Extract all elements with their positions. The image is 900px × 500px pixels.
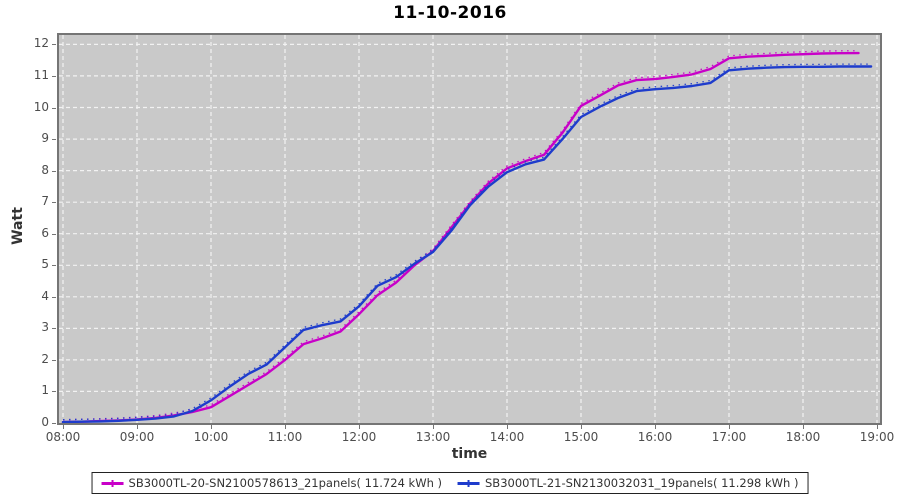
x-tick-label: 15:00 [563,430,599,444]
y-tick-label: 11 [33,68,49,82]
magenta-marker-tick-icon [111,479,114,487]
x-tick-label: 12:00 [341,430,377,444]
y-tick-label: 10 [33,100,49,114]
y-tick-label: 12 [33,36,49,50]
x-tick-label: 09:00 [119,430,155,444]
x-tick-label: 16:00 [637,430,673,444]
x-tick-label: 17:00 [711,430,747,444]
y-tick-label: 7 [41,194,49,208]
y-tick-mark [52,360,56,361]
plot-svg [59,35,880,423]
y-tick-mark [52,44,56,45]
y-tick-mark [52,108,56,109]
x-tick-mark [285,425,286,429]
legend-label-magenta: SB3000TL-20-SN2100578613_21panels( 11.72… [128,476,442,490]
y-tick-mark [52,234,56,235]
y-tick-mark [52,76,56,77]
y-tick-label: 0 [41,415,49,429]
y-tick-mark [52,265,56,266]
x-tick-label: 13:00 [415,430,451,444]
y-tick-mark [52,297,56,298]
x-tick-mark [359,425,360,429]
y-tick-label: 3 [41,320,49,334]
legend-entry-blue: SB3000TL-21-SN2130032031_19panels( 11.29… [458,476,798,490]
x-tick-label: 10:00 [193,430,229,444]
legend-marker-line [458,479,480,488]
x-tick-label: 19:00 [859,430,895,444]
x-tick-mark [63,425,64,429]
x-tick-mark [655,425,656,429]
x-tick-mark [877,425,878,429]
y-tick-label: 5 [41,257,49,271]
y-tick-label: 4 [41,289,49,303]
blue-marker-tick-icon [468,479,470,487]
x-tick-mark [581,425,582,429]
legend-box: SB3000TL-20-SN2100578613_21panels( 11.72… [91,472,809,494]
y-tick-label: 6 [41,226,49,240]
y-tick-mark [52,328,56,329]
chart-title: 11-10-2016 [393,3,507,23]
x-tick-mark [803,425,804,429]
x-tick-label: 18:00 [785,430,821,444]
y-tick-mark [52,171,56,172]
x-tick-mark [433,425,434,429]
legend-marker-line [101,479,124,488]
y-tick-mark [52,423,56,424]
y-tick-mark [52,139,56,140]
x-tick-mark [507,425,508,429]
plot-area [57,33,882,425]
y-tick-mark [52,202,56,203]
legend-entry-magenta: SB3000TL-20-SN2100578613_21panels( 11.72… [101,476,442,490]
x-tick-label: 08:00 [45,430,81,444]
x-tick-mark [729,425,730,429]
x-axis-label: time [451,446,488,462]
y-tick-label: 2 [41,352,49,366]
x-tick-mark [211,425,212,429]
y-tick-mark [52,391,56,392]
x-tick-label: 14:00 [489,430,525,444]
y-tick-label: 8 [41,163,49,177]
y-tick-label: 9 [41,131,49,145]
y-tick-label: 1 [41,383,49,397]
legend-label-blue: SB3000TL-21-SN2130032031_19panels( 11.29… [485,476,799,490]
x-tick-mark [137,425,138,429]
x-tick-label: 11:00 [267,430,303,444]
